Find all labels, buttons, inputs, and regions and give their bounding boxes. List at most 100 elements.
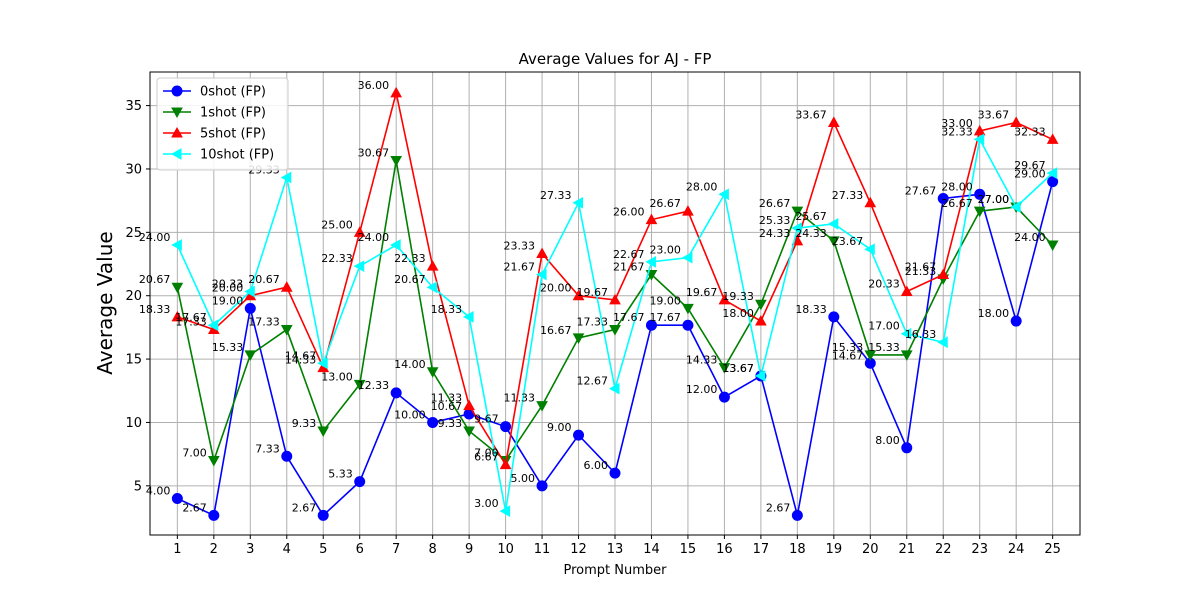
data-label: 6.00	[584, 459, 609, 472]
series-2	[171, 86, 1059, 470]
data-point	[281, 450, 293, 462]
data-label: 9.33	[292, 417, 317, 430]
y-tick-label: 35	[125, 99, 142, 114]
data-point	[280, 325, 293, 336]
data-label: 22.33	[321, 252, 353, 265]
x-tick-label: 15	[680, 542, 697, 557]
data-point	[390, 155, 403, 167]
legend-box	[156, 77, 289, 171]
data-point	[864, 243, 875, 256]
data-label: 21.67	[504, 261, 536, 274]
legend-label: 0shot (FP)	[200, 85, 266, 100]
data-point	[244, 350, 257, 361]
data-point	[827, 116, 840, 127]
data-point	[390, 239, 401, 251]
data-label: 22.33	[394, 252, 426, 265]
y-tick-label: 5	[134, 479, 142, 494]
data-point	[791, 222, 802, 234]
x-tick-label: 4	[283, 542, 291, 557]
data-point	[973, 206, 986, 218]
data-label: 27.00	[978, 193, 1010, 206]
data-label: 17.33	[577, 316, 609, 329]
data-point	[937, 268, 950, 280]
data-point	[937, 336, 948, 349]
data-label: 15.33	[868, 341, 900, 354]
data-label: 20.67	[248, 273, 280, 286]
x-tick-label: 17	[753, 542, 770, 557]
data-point	[718, 391, 730, 403]
data-label: 16.67	[540, 324, 572, 337]
data-label: 18.00	[978, 307, 1010, 320]
data-label: 7.33	[255, 442, 280, 455]
x-tick-label: 20	[862, 542, 879, 557]
data-point	[900, 327, 912, 340]
data-point	[937, 192, 949, 204]
data-label: 17.67	[175, 311, 207, 324]
data-point	[427, 416, 439, 428]
data-point	[1046, 133, 1059, 144]
data-label: 24.33	[759, 227, 791, 240]
y-axis-ticks: 5 10 15 20 25 30 35	[125, 99, 150, 494]
data-label: 20.67	[139, 273, 171, 286]
data-point	[718, 363, 731, 374]
data-label: 24.00	[1014, 231, 1046, 244]
data-label: 17.00	[868, 320, 900, 333]
data-point	[317, 509, 329, 521]
data-label: 9.00	[547, 421, 572, 434]
data-label: 18.33	[795, 303, 827, 316]
x-axis-ticks: 1 2 3 4 5 6 7 8 9 10 11 12 13 14 15 16 17 18 19 20 21 22 23 24 2…	[173, 535, 1061, 557]
data-point	[974, 188, 986, 200]
x-tick-label: 1	[173, 542, 181, 557]
data-point	[353, 226, 366, 237]
data-point	[171, 310, 184, 322]
x-tick-label: 13	[607, 542, 624, 557]
data-point	[280, 281, 293, 292]
data-label: 25.00	[321, 218, 353, 231]
data-point	[499, 458, 512, 470]
data-label: 20.67	[394, 273, 426, 286]
data-label: 12.67	[577, 375, 609, 388]
data-label: 22.67	[613, 248, 645, 261]
data-label: 18.33	[139, 303, 171, 316]
data-point	[755, 315, 767, 326]
data-point	[682, 303, 694, 315]
data-label: 12.00	[686, 383, 718, 396]
legend-label: 1shot (FP)	[200, 106, 266, 121]
data-point	[864, 196, 877, 208]
data-label: 6.67	[474, 451, 499, 464]
data-point	[426, 367, 439, 378]
data-label: 2.67	[292, 501, 317, 514]
data-label: 5.00	[511, 472, 536, 485]
data-point	[609, 325, 621, 336]
legend-marker	[170, 148, 182, 160]
data-label: 15.33	[212, 341, 244, 354]
data-point	[572, 333, 585, 344]
data-point	[609, 293, 621, 305]
data-label: 19.00	[212, 294, 244, 307]
data-point	[244, 285, 255, 298]
data-label: 16.33	[905, 328, 937, 341]
data-point	[572, 196, 584, 209]
legend-item: 1shot (FP)	[163, 106, 266, 121]
legend-item: 0shot (FP)	[163, 85, 266, 100]
chart-title: Average Values for AJ - FP	[519, 50, 712, 68]
data-label: 17.67	[613, 311, 645, 324]
legend-marker	[171, 126, 183, 138]
data-label: 33.00	[941, 117, 973, 130]
data-label: 23.67	[832, 235, 864, 248]
data-label: 23.33	[504, 239, 536, 252]
legend-marker	[171, 85, 183, 97]
data-label: 21.67	[905, 261, 937, 274]
data-labels: 4.00 2.67 19.00 7.33 2.67 5.33 12.33 10.00 10.67…	[139, 79, 1046, 514]
x-tick-label: 8	[429, 542, 437, 557]
data-label: 20.00	[540, 282, 572, 295]
data-label: 19.33	[722, 290, 754, 303]
data-label: 12.33	[358, 379, 390, 392]
data-point	[864, 350, 877, 361]
data-label: 14.00	[394, 358, 426, 371]
data-point	[973, 133, 985, 146]
x-tick-label: 6	[356, 542, 364, 557]
data-label: 27.00	[978, 193, 1010, 206]
data-label: 27.67	[905, 184, 937, 197]
data-point	[682, 319, 694, 331]
